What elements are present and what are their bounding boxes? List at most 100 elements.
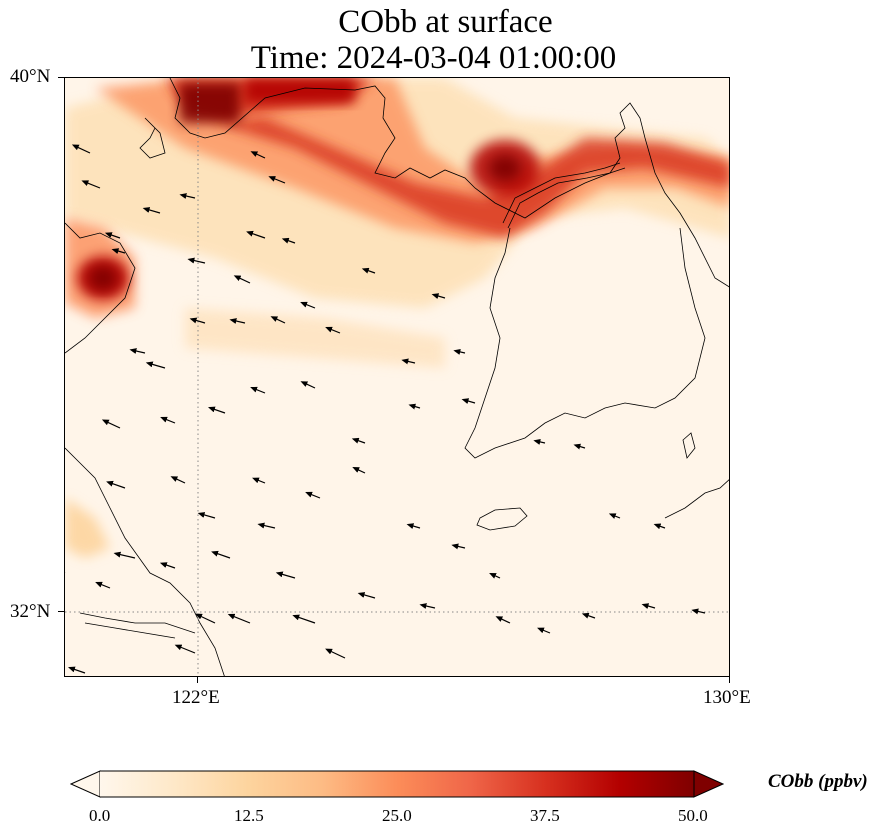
wind-arrow: [174, 644, 196, 654]
wind-arrow: [537, 627, 551, 634]
wind-arrow: [453, 348, 466, 355]
wind-arrow: [227, 613, 251, 624]
xtick-mark-122e: [197, 677, 198, 683]
cobb-field: [65, 78, 729, 558]
wind-arrow: [325, 648, 346, 659]
wind-arrow: [641, 603, 656, 609]
wind-arrow: [691, 608, 706, 615]
wind-arrow: [142, 207, 161, 214]
plume-faint-central: [185, 308, 445, 368]
coast-north-china: [169, 78, 729, 288]
coast-japan: [664, 479, 729, 519]
wind-arrow: [275, 571, 296, 579]
coast-yalu-2: [507, 167, 626, 229]
xtick-label-122e: 122°E: [172, 687, 220, 708]
wind-arrow: [451, 543, 466, 550]
colorbar: [69, 770, 725, 798]
wind-arrow: [361, 267, 376, 274]
wind-arrow: [179, 193, 196, 199]
wind-arrow: [95, 581, 111, 589]
coast-jeju: [476, 507, 528, 531]
colorbar-extend-low: [69, 770, 101, 798]
wind-arrow: [170, 476, 186, 484]
xtick-mark-130e: [729, 677, 730, 683]
wind-arrow: [401, 358, 416, 365]
coast-shandong: [65, 222, 136, 354]
wind-arrow: [101, 419, 121, 429]
coast-yalu-1: [502, 162, 621, 224]
wind-arrow: [292, 614, 316, 624]
coastlines: [65, 78, 729, 676]
wind-arrow: [351, 437, 366, 444]
colorbar-tick-0: 0.0: [89, 806, 111, 825]
wind-arrow: [159, 562, 176, 569]
wind-arrow: [653, 523, 666, 530]
wind-arrow: [406, 523, 421, 529]
colorbar-graphic: [69, 770, 725, 798]
wind-arrow: [352, 467, 366, 474]
wind-arrow: [211, 550, 231, 559]
wind-arrow: [189, 317, 206, 324]
wind-arrow: [257, 522, 276, 529]
wind-arrow: [268, 176, 286, 184]
wind-arrow: [461, 398, 476, 404]
colorbar-tick-3: 37.5: [530, 806, 560, 825]
wind-arrow: [408, 403, 421, 410]
ytick-mark-32n: [58, 611, 64, 612]
wind-arrow: [533, 438, 546, 445]
wind-arrow: [608, 513, 621, 519]
wind-arrow: [195, 613, 216, 624]
map-title: CObb at surface: [338, 4, 553, 40]
colorbar-body: [100, 771, 694, 797]
ytick-label-40n: 40°N: [10, 66, 51, 87]
ytick-mark-40n: [58, 77, 64, 78]
colorbar-title: CObb (ppbv): [768, 771, 868, 792]
wind-arrow: [246, 230, 266, 239]
coast-china-east: [65, 447, 225, 676]
wind-arrow: [129, 348, 146, 354]
coast-yangtze: [79, 612, 196, 634]
wind-arrow: [581, 612, 596, 619]
xtick-label-130e: 130°E: [703, 687, 751, 708]
coast-liaodong: [139, 117, 166, 159]
plume-west-peak: [89, 266, 117, 290]
gridlines: [65, 78, 729, 676]
wind-arrow: [145, 361, 166, 369]
wind-arrow: [489, 572, 501, 579]
wind-arrow: [111, 248, 126, 254]
wind-arrow: [233, 275, 251, 284]
wind-arrow: [270, 316, 286, 324]
colorbar-outline: [100, 770, 694, 798]
colorbar-extend-high: [693, 770, 725, 798]
wind-arrow: [357, 592, 376, 599]
wind-arrow: [250, 151, 266, 159]
wind-arrow: [229, 318, 246, 324]
plume-southwest: [65, 498, 110, 558]
plume-hotspot-4: [489, 155, 521, 181]
wind-arrows: [65, 144, 706, 674]
wind-arrow: [71, 144, 91, 154]
wind-arrow: [252, 477, 266, 484]
colorbar-tick-4: 50.0: [678, 806, 708, 825]
wind-arrow: [300, 301, 316, 309]
ytick-label-32n: 32°N: [10, 601, 51, 622]
wind-arrow: [81, 180, 101, 189]
wind-arrow: [160, 416, 176, 424]
wind-arrow: [208, 406, 226, 414]
wind-arrow: [419, 603, 436, 609]
wind-arrow: [305, 491, 321, 499]
map-panel[interactable]: [64, 77, 730, 677]
wind-arrow: [106, 480, 126, 489]
wind-arrow: [113, 551, 136, 559]
wind-arrow: [281, 237, 296, 244]
wind-arrow: [197, 512, 216, 519]
wind-arrow: [431, 293, 446, 299]
coast-yangtze-2: [84, 622, 176, 639]
wind-arrow: [325, 326, 341, 334]
wind-arrow: [187, 257, 206, 264]
map-canvas: [65, 78, 729, 676]
coast-korea: [464, 227, 706, 459]
colorbar-tick-1: 12.5: [234, 806, 264, 825]
plume-band-core: [215, 118, 729, 238]
plume-hotspot-1: [180, 83, 240, 123]
